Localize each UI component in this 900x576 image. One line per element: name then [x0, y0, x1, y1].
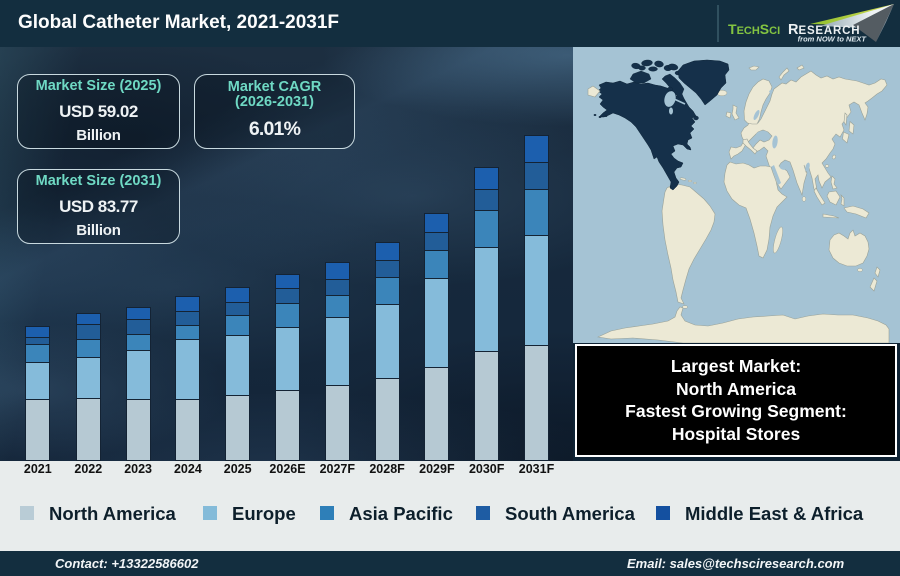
svg-text:from NOW to NEXT: from NOW to NEXT — [798, 35, 868, 44]
svg-text:TECHSCI: TECHSCI — [728, 21, 780, 37]
svg-text:RESEARCH: RESEARCH — [788, 22, 860, 38]
